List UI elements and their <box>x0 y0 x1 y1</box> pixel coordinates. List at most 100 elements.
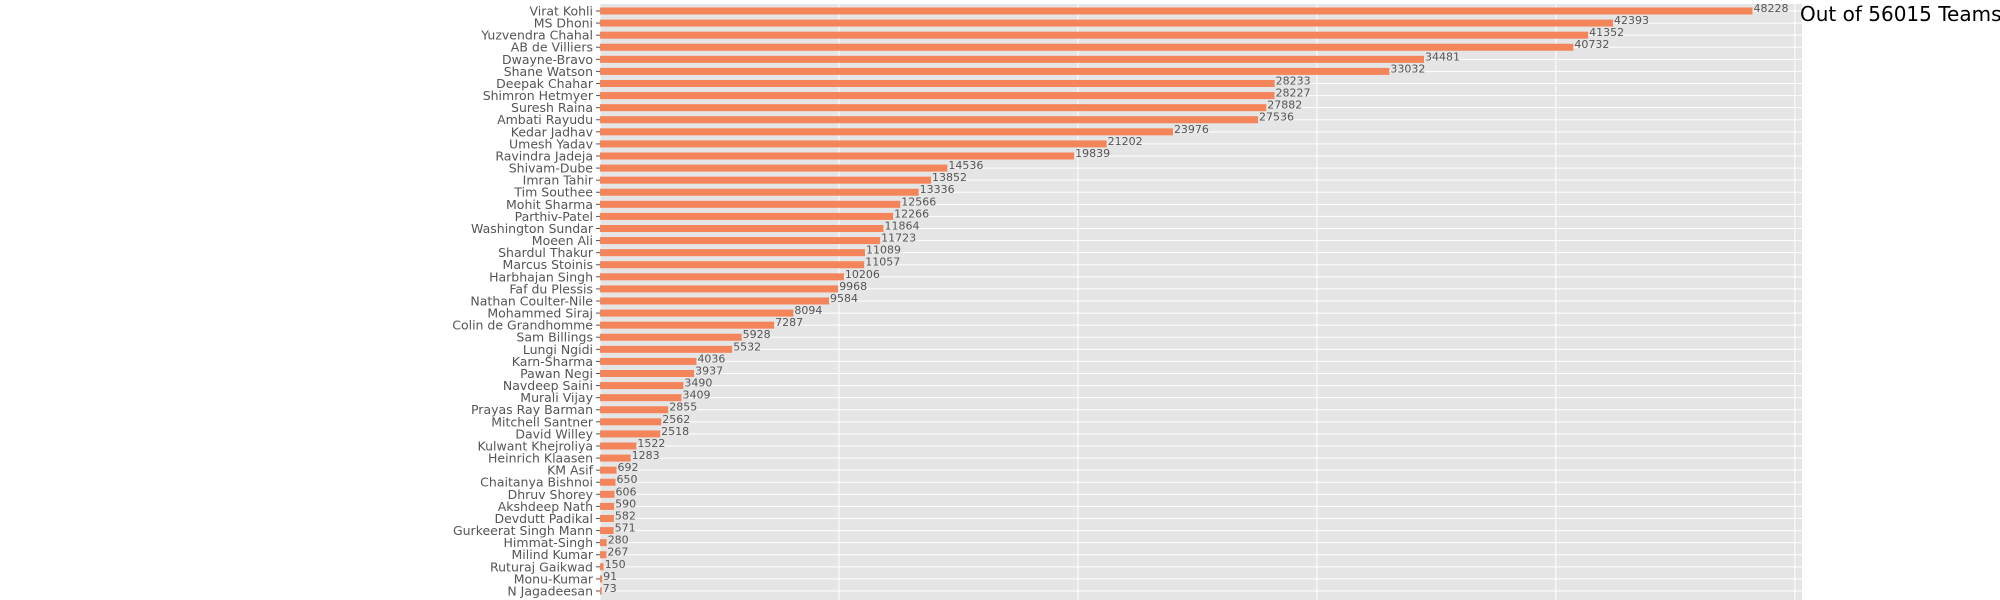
category-label: Tim Southee <box>513 185 593 200</box>
bar <box>600 369 695 377</box>
category-label: Himmat-Singh <box>504 535 593 550</box>
bar <box>600 563 604 571</box>
category-label: Prayas Ray Barman <box>471 402 593 417</box>
bar <box>600 333 742 341</box>
category-label: Shimron Hetmyer <box>483 88 594 103</box>
bar <box>600 285 839 293</box>
value-label: 27882 <box>1267 99 1302 112</box>
value-label: 4036 <box>697 352 725 365</box>
category-label: Mohammed Siraj <box>487 306 593 321</box>
category-label: Ruturaj Gaikwad <box>490 559 593 574</box>
bar <box>600 478 616 486</box>
category-label: Ravindra Jadeja <box>495 148 593 163</box>
value-label: 10206 <box>845 268 880 281</box>
bar <box>600 224 884 232</box>
value-label: 19839 <box>1075 147 1110 160</box>
category-label: Umesh Yadav <box>509 136 594 151</box>
category-label: Faf du Plessis <box>509 281 593 296</box>
value-label: 48228 <box>1753 2 1788 15</box>
value-label: 1522 <box>637 437 665 450</box>
bar <box>600 418 662 426</box>
bar <box>600 502 615 510</box>
category-label: Akshdeep Nath <box>498 499 593 514</box>
bar <box>600 309 794 317</box>
bar <box>600 164 948 172</box>
value-label: 41352 <box>1589 26 1624 39</box>
value-label: 280 <box>608 534 629 547</box>
category-label: Chaitanya Bishnoi <box>480 475 593 490</box>
category-label: Nathan Coulter-Nile <box>470 293 593 308</box>
category-label: N Jagadeesan <box>507 583 593 598</box>
value-label: 33032 <box>1390 62 1425 75</box>
bar <box>600 19 1614 27</box>
bar <box>600 430 661 438</box>
bar <box>600 128 1173 136</box>
bar <box>600 321 775 329</box>
category-label: Sam Billings <box>516 330 593 345</box>
value-label: 5532 <box>733 340 761 353</box>
value-label: 11089 <box>866 244 901 257</box>
value-label: 3937 <box>695 364 723 377</box>
bar <box>600 176 932 184</box>
category-label: Yuzvendra Chahal <box>480 28 593 43</box>
bar <box>600 527 614 535</box>
bar <box>600 152 1075 160</box>
bar <box>600 394 682 402</box>
value-label: 2855 <box>669 401 697 414</box>
bar <box>600 406 669 414</box>
bar <box>600 466 617 474</box>
bar <box>600 539 607 547</box>
value-label: 571 <box>615 522 636 535</box>
bar <box>600 67 1390 75</box>
value-label: 12566 <box>901 195 936 208</box>
bar <box>600 116 1259 124</box>
bar <box>600 357 697 365</box>
bar <box>600 31 1589 39</box>
category-label: Pawan Negi <box>520 366 593 381</box>
category-label: Kedar Jadhav <box>511 124 594 139</box>
bar <box>600 297 830 305</box>
bars <box>600 7 1753 595</box>
value-label: 13852 <box>932 171 967 184</box>
bar <box>600 551 607 559</box>
value-label: 692 <box>618 461 639 474</box>
bar <box>600 249 865 257</box>
bar <box>600 514 614 522</box>
category-label: David Willey <box>515 426 593 441</box>
category-label: Murali Vijay <box>520 390 593 405</box>
bar <box>600 454 631 462</box>
category-label: Gurkeerat Singh Mann <box>453 523 593 538</box>
category-label: Dwayne-Bravo <box>502 52 593 67</box>
value-label: 5928 <box>743 328 771 341</box>
value-label: 11057 <box>865 256 900 269</box>
bar <box>600 382 684 390</box>
value-label: 9584 <box>830 292 858 305</box>
value-label: 27536 <box>1259 111 1294 124</box>
value-label: 582 <box>615 509 636 522</box>
value-label: 21202 <box>1108 135 1143 148</box>
category-label: Colin de Grandhomme <box>452 318 593 333</box>
value-label: 11864 <box>885 219 920 232</box>
value-label: 8094 <box>794 304 822 317</box>
value-label: 3490 <box>684 377 712 390</box>
value-label: 14536 <box>948 159 983 172</box>
bar <box>600 261 865 269</box>
value-label: 2518 <box>661 425 689 438</box>
value-label: 2562 <box>662 413 690 426</box>
bar <box>600 575 603 583</box>
value-label: 7287 <box>775 316 803 329</box>
value-label: 150 <box>605 558 626 571</box>
value-label: 650 <box>617 473 638 486</box>
category-label: Milind Kumar <box>511 547 593 562</box>
category-label: Navdeep Saini <box>503 378 593 393</box>
category-label: Karn-Sharma <box>512 354 593 369</box>
category-label: AB de Villiers <box>511 40 593 55</box>
category-label: Ambati Rayudu <box>497 112 593 127</box>
category-label: Shardul Thakur <box>498 245 594 260</box>
value-label: 34481 <box>1425 50 1460 63</box>
value-label: 40732 <box>1574 38 1609 51</box>
category-label: Virat Kohli <box>529 4 593 19</box>
